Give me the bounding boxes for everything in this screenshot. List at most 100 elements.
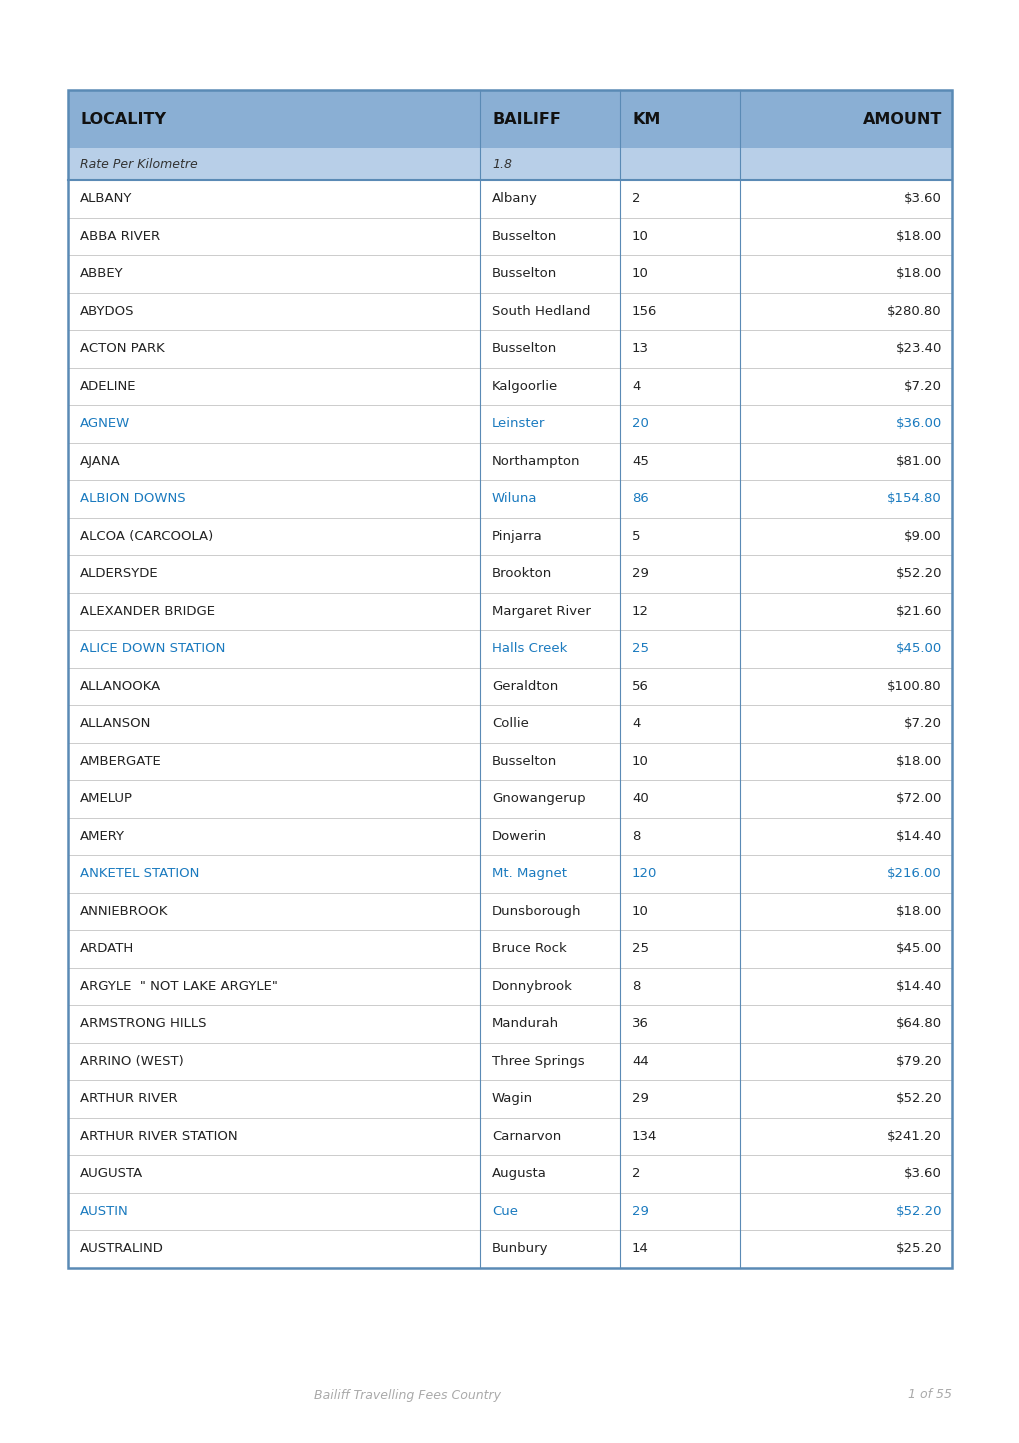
Text: $18.00: $18.00 [895,905,942,918]
Text: Busselton: Busselton [491,229,556,242]
Text: $23.40: $23.40 [895,342,942,355]
Text: Leinster: Leinster [491,417,545,430]
Text: 40: 40 [632,792,648,805]
Bar [68,443,951,481]
Text: $14.40: $14.40 [895,830,942,843]
Text: Augusta: Augusta [491,1167,546,1180]
Text: ARTHUR RIVER STATION: ARTHUR RIVER STATION [79,1130,237,1143]
Text: $72.00: $72.00 [895,792,942,805]
Text: AMOUNT: AMOUNT [862,111,942,127]
Text: 20: 20 [632,417,648,430]
Text: ACTON PARK: ACTON PARK [79,342,165,355]
Bar [68,743,951,781]
Text: $154.80: $154.80 [887,492,942,505]
Text: $100.80: $100.80 [887,680,942,693]
Text: $280.80: $280.80 [887,304,942,317]
Text: 4: 4 [632,380,640,392]
Text: $14.40: $14.40 [895,980,942,993]
Bar [68,368,951,405]
Text: 29: 29 [632,1205,648,1218]
Text: 56: 56 [632,680,648,693]
Text: Gnowangerup: Gnowangerup [491,792,585,805]
Text: Pinjarra: Pinjarra [491,530,542,543]
Text: $52.20: $52.20 [895,1205,942,1218]
Text: AMELUP: AMELUP [79,792,132,805]
Text: Kalgoorlie: Kalgoorlie [491,380,557,392]
Bar [68,929,951,967]
Text: Albany: Albany [491,192,537,205]
Bar [68,218,951,255]
Bar [68,1079,951,1117]
Text: AMERY: AMERY [79,830,125,843]
Text: South Hedland: South Hedland [491,304,590,317]
Text: 120: 120 [632,867,656,880]
Text: 10: 10 [632,229,648,242]
Text: $45.00: $45.00 [895,642,942,655]
Text: 134: 134 [632,1130,656,1143]
Text: ARTHUR RIVER: ARTHUR RIVER [79,1092,177,1105]
Text: AJANA: AJANA [79,455,120,468]
Text: $45.00: $45.00 [895,942,942,955]
Bar [68,1117,951,1154]
Text: $216.00: $216.00 [887,867,942,880]
Text: ARGYLE  " NOT LAKE ARGYLE": ARGYLE " NOT LAKE ARGYLE" [79,980,277,993]
Text: 1 of 55: 1 of 55 [907,1388,951,1401]
Bar [68,293,951,330]
Text: Mandurah: Mandurah [491,1017,558,1030]
Text: 1.8: 1.8 [491,157,512,170]
Text: Geraldton: Geraldton [491,680,557,693]
Text: 44: 44 [632,1055,648,1068]
Text: Margaret River: Margaret River [491,605,590,618]
Text: AUGUSTA: AUGUSTA [79,1167,143,1180]
Text: LOCALITY: LOCALITY [79,111,166,127]
Text: $79.20: $79.20 [895,1055,942,1068]
Text: Bruce Rock: Bruce Rock [491,942,567,955]
Text: Wagin: Wagin [491,1092,533,1105]
Bar [68,1229,951,1267]
Text: 25: 25 [632,642,648,655]
Text: $18.00: $18.00 [895,755,942,768]
Text: ARDATH: ARDATH [79,942,135,955]
Bar [68,255,951,293]
Text: Mt. Magnet: Mt. Magnet [491,867,567,880]
Text: 29: 29 [632,1092,648,1105]
Text: Carnarvon: Carnarvon [491,1130,560,1143]
Bar [68,593,951,631]
Text: 29: 29 [632,567,648,580]
Bar [68,518,951,556]
Text: Collie: Collie [491,717,529,730]
Text: ALLANSON: ALLANSON [79,717,151,730]
Text: 4: 4 [632,717,640,730]
Text: 12: 12 [632,605,648,618]
Text: Cue: Cue [491,1205,518,1218]
Text: Brookton: Brookton [491,567,551,580]
Text: 2: 2 [632,1167,640,1180]
Text: $36.00: $36.00 [895,417,942,430]
Bar [68,1192,951,1229]
Text: AMBERGATE: AMBERGATE [79,755,162,768]
Text: $18.00: $18.00 [895,267,942,280]
Text: 5: 5 [632,530,640,543]
Text: ADELINE: ADELINE [79,380,137,392]
Text: Bailiff Travelling Fees Country: Bailiff Travelling Fees Country [314,1388,501,1401]
Text: $7.20: $7.20 [903,380,942,392]
Bar [68,481,951,518]
Text: AUSTRALIND: AUSTRALIND [79,1242,164,1255]
Text: 14: 14 [632,1242,648,1255]
Bar [68,781,951,818]
Text: 8: 8 [632,830,640,843]
Text: ANNIEBROOK: ANNIEBROOK [79,905,168,918]
Text: Wiluna: Wiluna [491,492,537,505]
Text: $3.60: $3.60 [903,1167,942,1180]
Text: $7.20: $7.20 [903,717,942,730]
Text: $52.20: $52.20 [895,567,942,580]
Text: ARMSTRONG HILLS: ARMSTRONG HILLS [79,1017,206,1030]
Text: ALBION DOWNS: ALBION DOWNS [79,492,185,505]
Text: ALDERSYDE: ALDERSYDE [79,567,159,580]
Bar [68,1154,951,1192]
Text: 2: 2 [632,192,640,205]
Bar [68,89,951,1267]
Text: $81.00: $81.00 [895,455,942,468]
Text: BAILIFF: BAILIFF [491,111,560,127]
Text: $241.20: $241.20 [887,1130,942,1143]
